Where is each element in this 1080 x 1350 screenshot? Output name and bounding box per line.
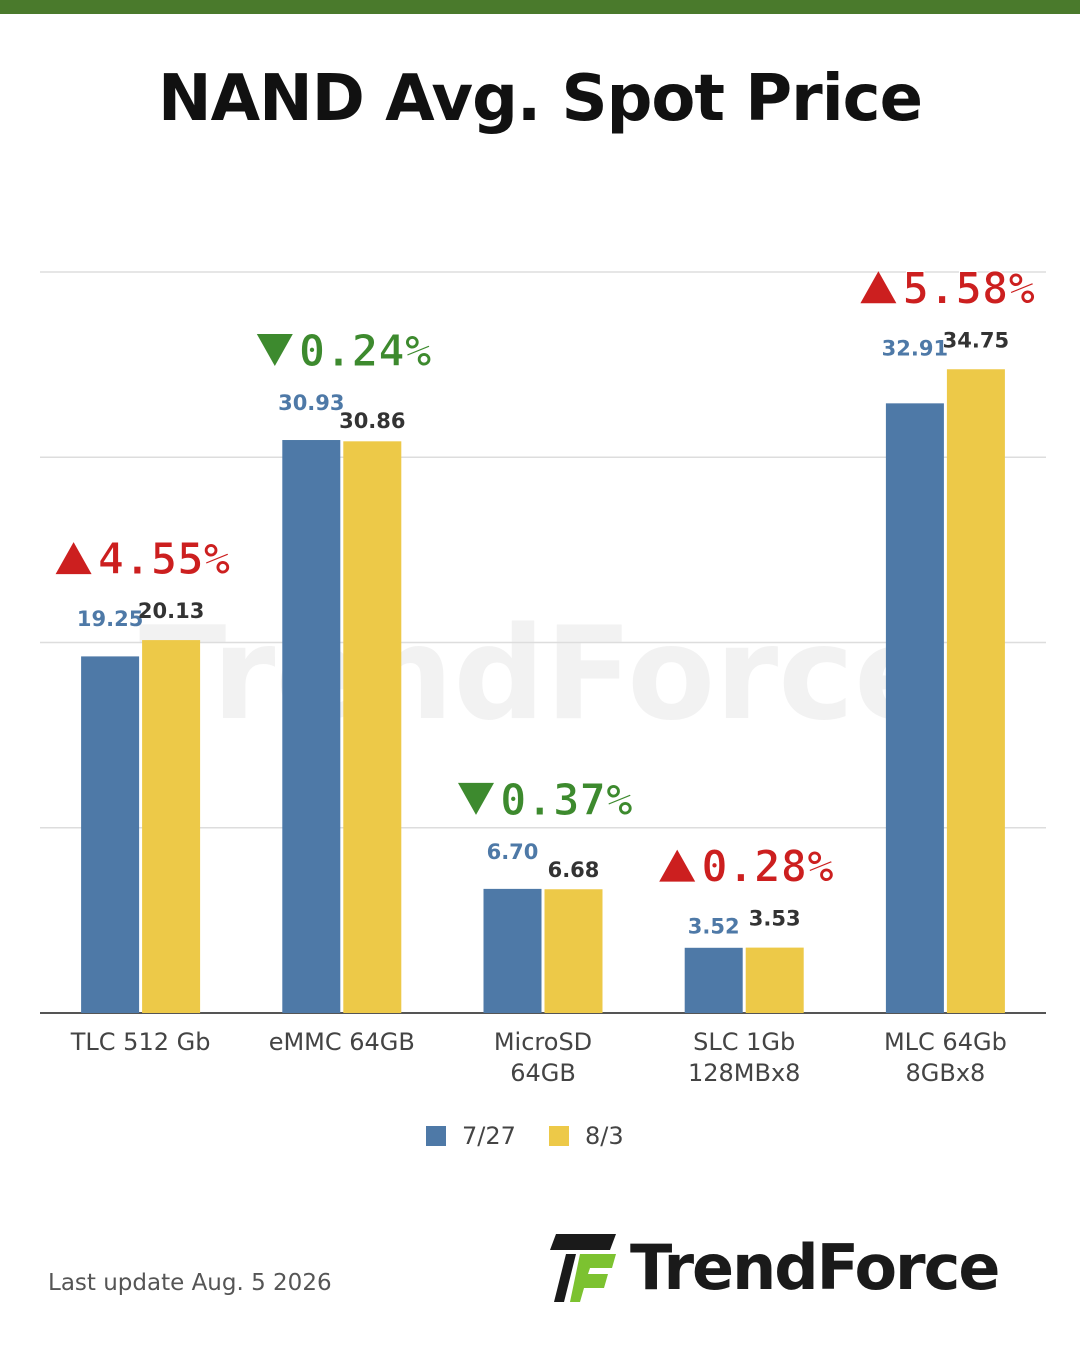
change-percent-label: 0.24% [299,326,432,377]
trendforce-logo: TrendForce [546,1228,1026,1308]
legend-label-series-1: 7/27 [462,1122,516,1150]
watermark-text: TrendForce [139,600,941,749]
value-label-series-1: 3.52 [688,915,740,939]
change-annotation-up: 0.28% [659,841,835,893]
value-label-series-1: 6.70 [487,840,539,864]
x-tick-label: 128MBx8 [688,1059,800,1087]
trendforce-logo-text: TrendForce [630,1231,1000,1304]
up-triangle-icon [659,849,696,882]
bar-series-2 [343,441,402,1014]
change-annotation-up: 5.58% [860,263,1036,315]
x-tick-label: MLC 64Gb [884,1028,1007,1056]
bar-series-1 [483,888,542,1013]
bar-series-1 [81,656,140,1013]
x-tick-label: MicroSD [494,1028,592,1056]
legend-label-series-2: 8/3 [585,1122,624,1150]
page-title: NAND Avg. Spot Price [158,62,923,136]
x-tick-label: SLC 1Gb [693,1028,795,1056]
change-percent-label: 4.55% [98,534,231,585]
bar-series-1 [885,403,944,1013]
up-triangle-icon [860,271,897,304]
change-annotation-down: 0.24% [256,326,432,378]
bar-series-1 [684,947,743,1013]
legend-swatch-series-2 [549,1126,569,1146]
down-triangle-icon [256,334,293,367]
change-annotation-up: 4.55% [55,534,231,586]
x-tick-label: 8GBx8 [905,1059,985,1087]
x-tick-label: TLC 512 Gb [70,1028,211,1056]
last-update-text: Last update Aug. 5 2026 [48,1270,332,1296]
bar-series-2 [544,889,603,1013]
value-label-series-2: 34.75 [943,328,1009,352]
bar-series-2 [142,640,201,1013]
x-tick-label: eMMC 64GB [269,1028,415,1056]
value-label-series-1: 19.25 [77,607,143,631]
change-annotation-down: 0.37% [458,774,633,826]
value-label-series-1: 30.93 [278,391,344,415]
value-label-series-2: 3.53 [749,907,801,931]
legend-swatch-series-1 [426,1126,446,1146]
top-accent-bar [0,0,1080,14]
bar-series-1 [282,440,341,1014]
bar-series-2 [946,369,1005,1014]
down-triangle-icon [458,782,494,815]
change-percent-label: 0.37% [500,775,633,826]
change-percent-label: 0.28% [701,842,834,893]
trendforce-logo-mark-icon [550,1234,616,1302]
value-label-series-2: 6.68 [548,858,600,882]
value-label-series-1: 32.91 [882,336,948,360]
value-label-series-2: 30.86 [339,409,405,433]
change-percent-label: 5.58% [902,263,1035,314]
up-triangle-icon [55,542,92,575]
x-tick-label: 64GB [510,1059,576,1087]
bar-series-2 [745,947,804,1013]
value-label-series-2: 20.13 [138,599,204,623]
